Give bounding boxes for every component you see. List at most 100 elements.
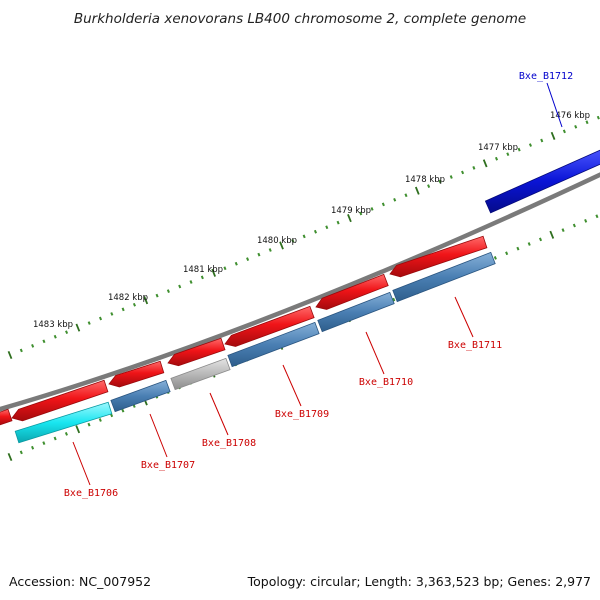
inner-ruler-tick xyxy=(53,436,57,441)
gene-callout-line xyxy=(282,364,302,407)
inner-ruler-tick xyxy=(549,230,555,239)
outer-ruler-tick xyxy=(75,323,81,332)
ruler-label: 1482 kbp xyxy=(108,293,148,303)
ruler-label: 1483 kbp xyxy=(33,320,73,330)
ruler-label: 1476 kbp xyxy=(550,111,590,121)
inner-ruler-tick xyxy=(584,219,588,223)
inner-ruler-tick xyxy=(19,450,23,455)
cds-feature xyxy=(0,408,13,426)
outer-ruler-tick xyxy=(279,241,284,250)
gene-label-bxe-b1708: Bxe_B1708 xyxy=(202,438,256,449)
outer-ruler-tick xyxy=(302,234,306,239)
cds-track xyxy=(0,235,488,426)
outer-ruler-tick xyxy=(19,348,23,353)
outer-ruler-tick xyxy=(211,268,216,277)
inner-ruler-tick xyxy=(87,422,91,427)
outer-ruler-tick xyxy=(596,115,600,120)
outer-ruler-tick xyxy=(393,197,397,202)
gene-bxe-b1712 xyxy=(484,149,600,214)
outer-ruler-tick xyxy=(110,312,114,316)
ruler-label: 1478 kbp xyxy=(405,175,445,185)
outer-ruler-tick xyxy=(65,330,69,335)
inner-ruler-tick xyxy=(121,408,125,413)
outer-ruler-tick xyxy=(132,302,136,307)
gene-bxe-b1711 xyxy=(392,251,496,303)
gene-track xyxy=(14,149,600,444)
inner-ruler-tick xyxy=(516,246,520,251)
outer-ruler-tick xyxy=(291,239,295,243)
outer-ruler-tick xyxy=(246,257,250,262)
genome-backbone xyxy=(0,172,600,412)
outer-ruler-tick xyxy=(550,131,556,140)
cds-feature xyxy=(11,379,109,422)
outer-ruler-tick xyxy=(562,129,566,134)
outer-ruler-tick xyxy=(574,124,578,129)
ruler-label: 1480 kbp xyxy=(257,236,297,246)
inner-ruler-tick xyxy=(7,452,13,462)
gene-callout-line xyxy=(546,82,563,128)
outer-ruler-tick xyxy=(359,211,363,216)
outer-ruler-tick xyxy=(313,229,318,234)
outer-ruler-tick xyxy=(438,179,442,184)
outer-ruler-tick xyxy=(482,159,488,168)
genome-summary: Topology: circular; Length: 3,363,523 bp… xyxy=(247,574,591,589)
inner-ruler-tick xyxy=(31,445,35,450)
outer-ruler-tick xyxy=(223,266,227,271)
gene-bxe-b1706 xyxy=(14,401,113,444)
gene-bxe-b1708 xyxy=(170,357,231,391)
ruler-labels: 1476 kbp 1477 kbp 1478 kbp 1479 kbp 1480 kbp… xyxy=(33,111,590,330)
gene-callout-line xyxy=(209,392,229,436)
inner-ruler-tick xyxy=(42,441,46,445)
gene-bxe-b1707 xyxy=(110,379,171,413)
inner-ruler-tick xyxy=(98,418,102,422)
gene-callout-line xyxy=(72,441,91,486)
outer-ruler-tick xyxy=(98,316,103,321)
outer-ruler-tick xyxy=(178,284,182,289)
gene-callout-line xyxy=(149,413,168,458)
inner-ruler-tick xyxy=(595,214,599,219)
ruler-label: 1477 kbp xyxy=(478,143,518,153)
ruler-label: 1481 kbp xyxy=(183,265,223,275)
cds-feature xyxy=(224,305,315,347)
outer-ruler-tick xyxy=(336,220,340,225)
outer-ruler-tick xyxy=(143,296,149,305)
outer-ruler-tick xyxy=(325,225,329,230)
outer-ruler-tick xyxy=(517,147,521,152)
outer-ruler-tick xyxy=(268,248,272,252)
cds-feature xyxy=(315,273,389,310)
outer-ruler-tick xyxy=(449,175,453,179)
inner-ruler-tick xyxy=(75,425,81,434)
inner-ruler-tick xyxy=(572,223,576,228)
gene-callout-line xyxy=(365,331,385,375)
outer-ruler-tick xyxy=(200,275,204,280)
inner-ruler-tick xyxy=(561,228,565,233)
outer-ruler-tick xyxy=(166,289,170,293)
gene-label-bxe-b1709: Bxe_B1709 xyxy=(275,409,329,420)
outer-ruler-tick xyxy=(87,321,91,325)
gene-label-bxe-b1710: Bxe_B1710 xyxy=(359,377,413,388)
outer-ruler-tick xyxy=(155,293,159,298)
inner-ruler-tick xyxy=(527,242,531,246)
gene-callout-line xyxy=(454,296,474,338)
cds-feature xyxy=(108,360,165,388)
inner-ruler-tick xyxy=(110,413,114,418)
inner-ruler-tick xyxy=(493,256,497,260)
outer-ruler-tick xyxy=(381,202,385,207)
map-title: Burkholderia xenovorans LB400 chromosome… xyxy=(74,11,526,27)
gene-bxe-b1709 xyxy=(227,321,320,368)
outer-ruler-tick xyxy=(189,280,193,284)
outer-ruler-tick xyxy=(347,214,352,223)
outer-ruler-tick xyxy=(461,170,465,175)
gene-label-bxe-b1706: Bxe_B1706 xyxy=(64,488,118,499)
outer-ruler-tick xyxy=(414,186,420,195)
gene-labels: Bxe_B1712 Bxe_B1711 Bxe_B1710 Bxe_B1709 Bxe_… xyxy=(64,71,573,499)
inner-ruler-tick xyxy=(64,431,68,436)
accession-label: Accession: NC_007952 xyxy=(9,574,151,589)
outer-ruler-tick xyxy=(528,143,532,147)
cds-feature xyxy=(389,235,488,278)
gene-bxe-b1710 xyxy=(317,291,395,333)
gene-label-bxe-b1711: Bxe_B1711 xyxy=(448,340,502,351)
gene-label-bxe-b1712: Bxe_B1712 xyxy=(519,71,573,82)
outer-ruler-tick xyxy=(31,344,35,348)
